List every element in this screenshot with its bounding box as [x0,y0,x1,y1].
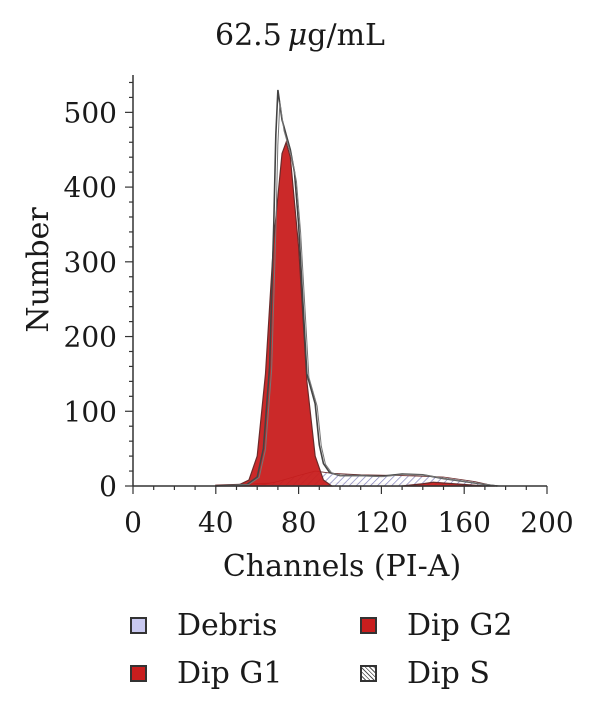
legend-swatch-debris [130,617,147,634]
legend-swatch-dip-g2 [360,617,377,634]
legend-swatch-dip-g1 [130,665,147,682]
legend-label-dip-g1: Dip G1 [177,656,283,691]
x-tick-label-0: 0 [124,506,142,539]
x-tick-label-120: 120 [355,506,408,539]
x-tick-label-160: 160 [437,506,490,539]
legend-label-debris: Debris [177,608,278,643]
legend-label-dip-g2: Dip G2 [407,608,513,643]
x-tick-label-80: 80 [281,506,317,539]
legend-item-dip-g1: Dip G1 [130,656,282,691]
x-axis-label: Channels (PI-A) [223,549,461,584]
y-axis-label: Number [21,207,56,333]
y-tick-label-200: 200 [64,321,117,354]
legend-item-dip-g2: Dip G2 [360,608,512,643]
legend-swatch-dip-s [360,665,377,682]
y-tick-label-500: 500 [64,96,117,129]
legend-label-dip-s: Dip S [407,656,490,691]
y-tick-label-100: 100 [64,395,117,428]
x-tick-label-200: 200 [520,506,573,539]
raw-histogram-line [215,89,498,487]
legend-item-dip-s: Dip S [360,656,490,691]
chart-title: 62.5 μg/mL [215,18,385,53]
fit-line [217,101,500,487]
legend-item-debris: Debris [130,608,277,643]
y-tick-label-300: 300 [64,246,117,279]
y-tick-label-0: 0 [99,470,117,503]
series-area-dip-g1 [236,140,334,487]
x-tick-label-40: 40 [198,506,234,539]
y-tick-label-400: 400 [64,171,117,204]
